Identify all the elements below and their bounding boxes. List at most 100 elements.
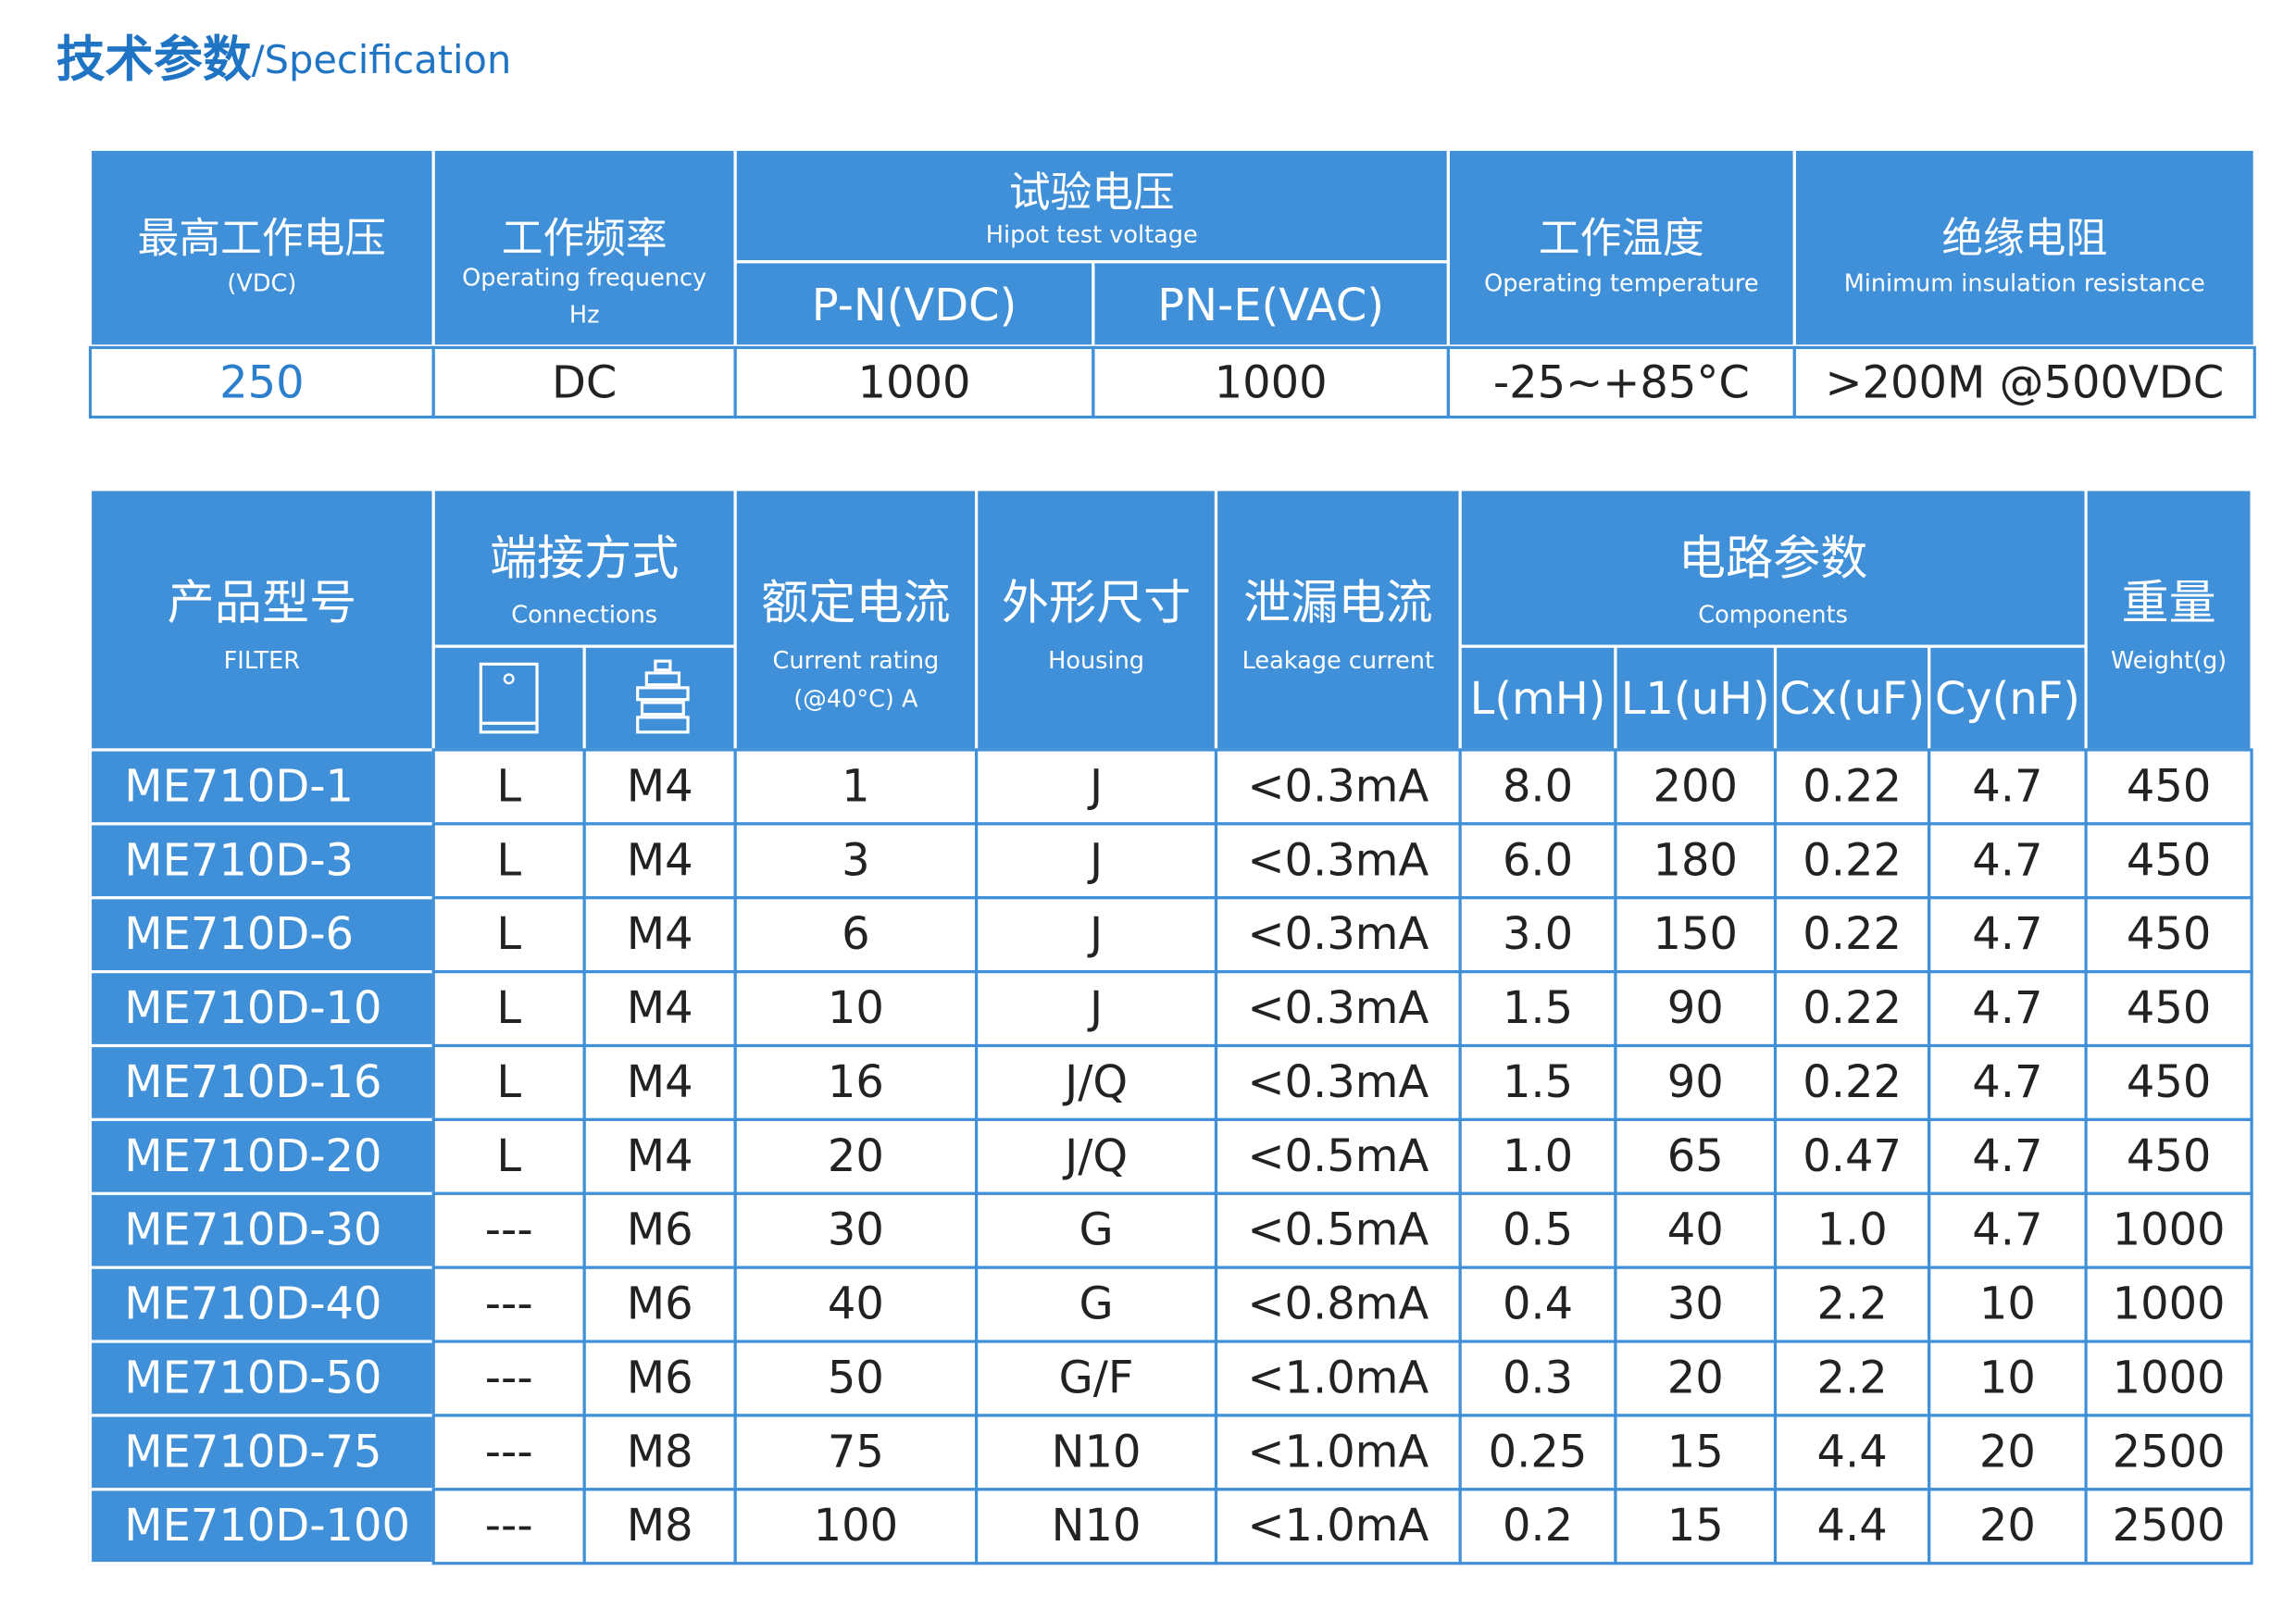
data-text: 1.5: [1503, 1057, 1573, 1108]
data-text: M6: [627, 1205, 693, 1256]
data-text: 90: [1667, 1057, 1724, 1108]
data-text: J: [1087, 909, 1103, 960]
data-text: 4.7: [1972, 1131, 2042, 1182]
data-cell: [1458, 1488, 1617, 1565]
data-cell: [1773, 1488, 1931, 1565]
data-cell: [733, 1043, 979, 1122]
data-text: M4: [627, 1131, 693, 1182]
data-text: <0.3mA: [1247, 983, 1429, 1034]
data-cell: [582, 970, 737, 1048]
data-text: 450: [2127, 1131, 2211, 1182]
data-text: 4.4: [1817, 1427, 1888, 1478]
data-cell: [1614, 1266, 1778, 1343]
header-cell: [1458, 644, 1617, 752]
data-text: G: [1079, 1279, 1114, 1330]
data-text: 20: [1979, 1501, 2036, 1552]
header-en: (@40°C) A: [793, 686, 918, 714]
title-en: /Specification: [252, 36, 512, 81]
header-zh: 额定电流: [761, 576, 950, 630]
data-text: 0.25: [1489, 1427, 1588, 1478]
data-text: >200M @500VDC: [1825, 357, 2224, 408]
data-text: 30: [1667, 1279, 1724, 1330]
data-cell: [1614, 1414, 1778, 1491]
header-cell: [1214, 488, 1462, 752]
data-cell: [733, 748, 979, 826]
icon-shape: [644, 671, 681, 687]
header-cell: [88, 488, 435, 752]
data-cell: [733, 1340, 979, 1417]
data-text: J/Q: [1062, 1131, 1128, 1182]
data-text: 0.22: [1803, 835, 1902, 886]
data-text: 1.0: [1817, 1205, 1888, 1256]
data-cell: [1458, 1340, 1617, 1417]
row-label-bg: [88, 748, 435, 826]
data-text: 2.2: [1817, 1279, 1888, 1330]
data-text: 40: [828, 1279, 884, 1330]
header-en: Connections: [511, 602, 657, 630]
header-sub: L(mH): [1470, 674, 1606, 725]
row-label: ME710D-20: [124, 1131, 381, 1182]
row-label: ME710D-75: [124, 1427, 381, 1478]
row-label-bg: [88, 1266, 435, 1343]
data-text: 450: [2127, 983, 2211, 1034]
data-cell: [1458, 1117, 1617, 1195]
data-text: <0.3mA: [1247, 909, 1429, 960]
data-text: 90: [1667, 983, 1724, 1034]
data-cell: [582, 896, 737, 974]
row-label: ME710D-50: [124, 1353, 381, 1403]
header-en: Minimum insulation resistance: [1844, 270, 2205, 298]
data-text: 1000: [2113, 1205, 2226, 1256]
data-text: 450: [2127, 761, 2211, 812]
data-text: M4: [627, 1057, 693, 1108]
header-zh: 绝缘电阻: [1941, 214, 2107, 263]
data-text: 450: [2127, 1057, 2211, 1108]
data-cell: [1214, 1117, 1462, 1195]
data-cell: [1928, 1340, 2088, 1417]
icon-shape: [640, 701, 685, 717]
data-text: 450: [2127, 909, 2211, 960]
header-sub: L1(uH): [1621, 674, 1770, 725]
icon-shape: [654, 659, 672, 672]
data-text: 100: [814, 1501, 898, 1552]
header-cell: [1614, 644, 1778, 752]
data-text: J: [1087, 835, 1103, 886]
data-text: 30: [828, 1205, 884, 1256]
header-cell: [1458, 488, 2088, 648]
data-text: 1000: [2113, 1279, 2226, 1330]
data-text: 200: [1653, 761, 1737, 812]
data-text: ---: [485, 1501, 533, 1552]
data-text: M4: [627, 835, 693, 886]
header-en: FILTER: [224, 647, 301, 675]
data-cell: [733, 1414, 979, 1491]
row-label: ME710D-30: [124, 1205, 381, 1256]
data-text: ---: [485, 1205, 533, 1256]
title-zh: 技术参数: [56, 31, 252, 87]
header-en: Weight(g): [2111, 647, 2227, 675]
data-cell: [1214, 748, 1462, 826]
data-cell: [733, 822, 979, 900]
data-text: 10: [828, 983, 884, 1034]
header-en: Hipot test voltage: [986, 221, 1198, 249]
header-zh: 重量: [2121, 576, 2215, 630]
header-zh: 试验电压: [1009, 168, 1175, 217]
data-cell: [1458, 1191, 1617, 1269]
data-text: <1.0mA: [1247, 1501, 1429, 1552]
data-text: L: [496, 983, 521, 1034]
data-text: M4: [627, 761, 693, 812]
header-cell: [2084, 488, 2253, 752]
data-text: 3: [842, 835, 870, 886]
row-label: ME710D-16: [124, 1057, 381, 1108]
data-text: 40: [1667, 1205, 1724, 1256]
data-cell: [2084, 896, 2253, 974]
data-text: 0.22: [1803, 909, 1902, 960]
row-label: ME710D-10: [124, 983, 381, 1034]
data-text: M4: [627, 983, 693, 1034]
data-text: DC: [552, 357, 617, 408]
data-cell: [431, 1488, 586, 1565]
data-cell: [1928, 896, 2088, 974]
data-cell: [1928, 1488, 2088, 1565]
data-text: 4.7: [1972, 761, 2042, 812]
header-zh: 工作温度: [1539, 214, 1704, 263]
data-text: 1000: [858, 357, 971, 408]
data-cell: [2084, 1414, 2253, 1491]
